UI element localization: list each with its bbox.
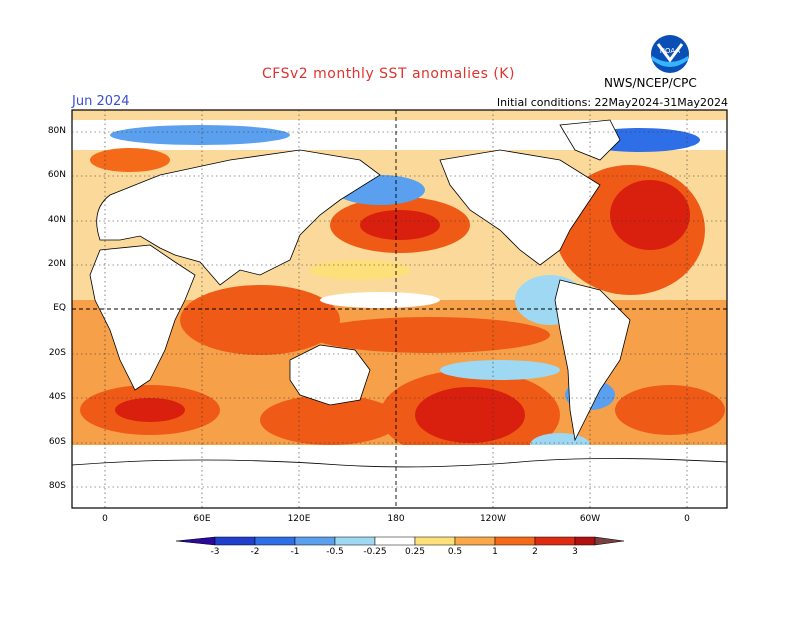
lat-label-40n: 40N [47,215,66,225]
lon-label-0: 0 [102,514,108,524]
colorbar-seg-5 [374,536,416,546]
colorbar-seg-9 [534,536,576,546]
colorbar-label: 0.25 [404,547,426,557]
lon-label-0-east: 0 [684,514,690,524]
lat-label-60s: 60S [48,437,66,447]
lat-label-20s: 20S [48,348,66,358]
lat-label-20n: 20N [47,259,66,269]
lat-label-60n: 60N [47,170,66,180]
colorbar-label: -0.5 [326,547,344,557]
lon-label-60w: 60W [579,514,601,524]
colorbar-label: -2 [250,547,260,557]
colorbar-label: 2 [532,547,538,557]
lat-label-80n: 80N [47,126,66,136]
colorbar-label: 1 [492,547,498,557]
colorbar-label: 3 [572,547,578,557]
colorbar-seg-3 [294,536,336,546]
colorbar-label: 0.5 [447,547,463,557]
colorbar-seg-10 [574,536,596,546]
lon-label-120w: 120W [479,514,507,524]
colorbar-seg-8 [494,536,536,546]
svg-text:NOAA: NOAA [660,47,681,55]
colorbar-seg-6 [414,536,456,546]
colorbar-label: -0.25 [363,547,387,557]
colorbar-seg-2 [254,536,296,546]
forecast-month: Jun 2024 [72,94,130,109]
agency-label: NWS/NCEP/CPC [604,76,697,90]
lon-label-60e: 60E [193,514,211,524]
colorbar-seg-4 [334,536,376,546]
reference-lines [72,110,727,508]
lat-label-eq: EQ [53,303,66,313]
lat-label-80s: 80S [48,481,66,491]
initial-conditions: Initial conditions: 22May2024-31May2024 [496,96,728,109]
colorbar-seg-7 [454,536,496,546]
colorbar-label: -3 [210,547,220,557]
map-title: CFSv2 monthly SST anomalies (K) [262,66,515,82]
colorbar-label: -1 [290,547,300,557]
land-masses [72,119,727,508]
colorbar [175,536,625,546]
colorbar-seg-1 [214,536,256,546]
lon-label-180: 180 [387,514,405,524]
colorbar-seg-11 [594,536,625,546]
colorbar-seg-0 [175,536,216,546]
noaa-logo: NOAA [651,35,689,73]
lat-label-40s: 40S [48,392,66,402]
lon-label-120e: 120E [287,514,311,524]
